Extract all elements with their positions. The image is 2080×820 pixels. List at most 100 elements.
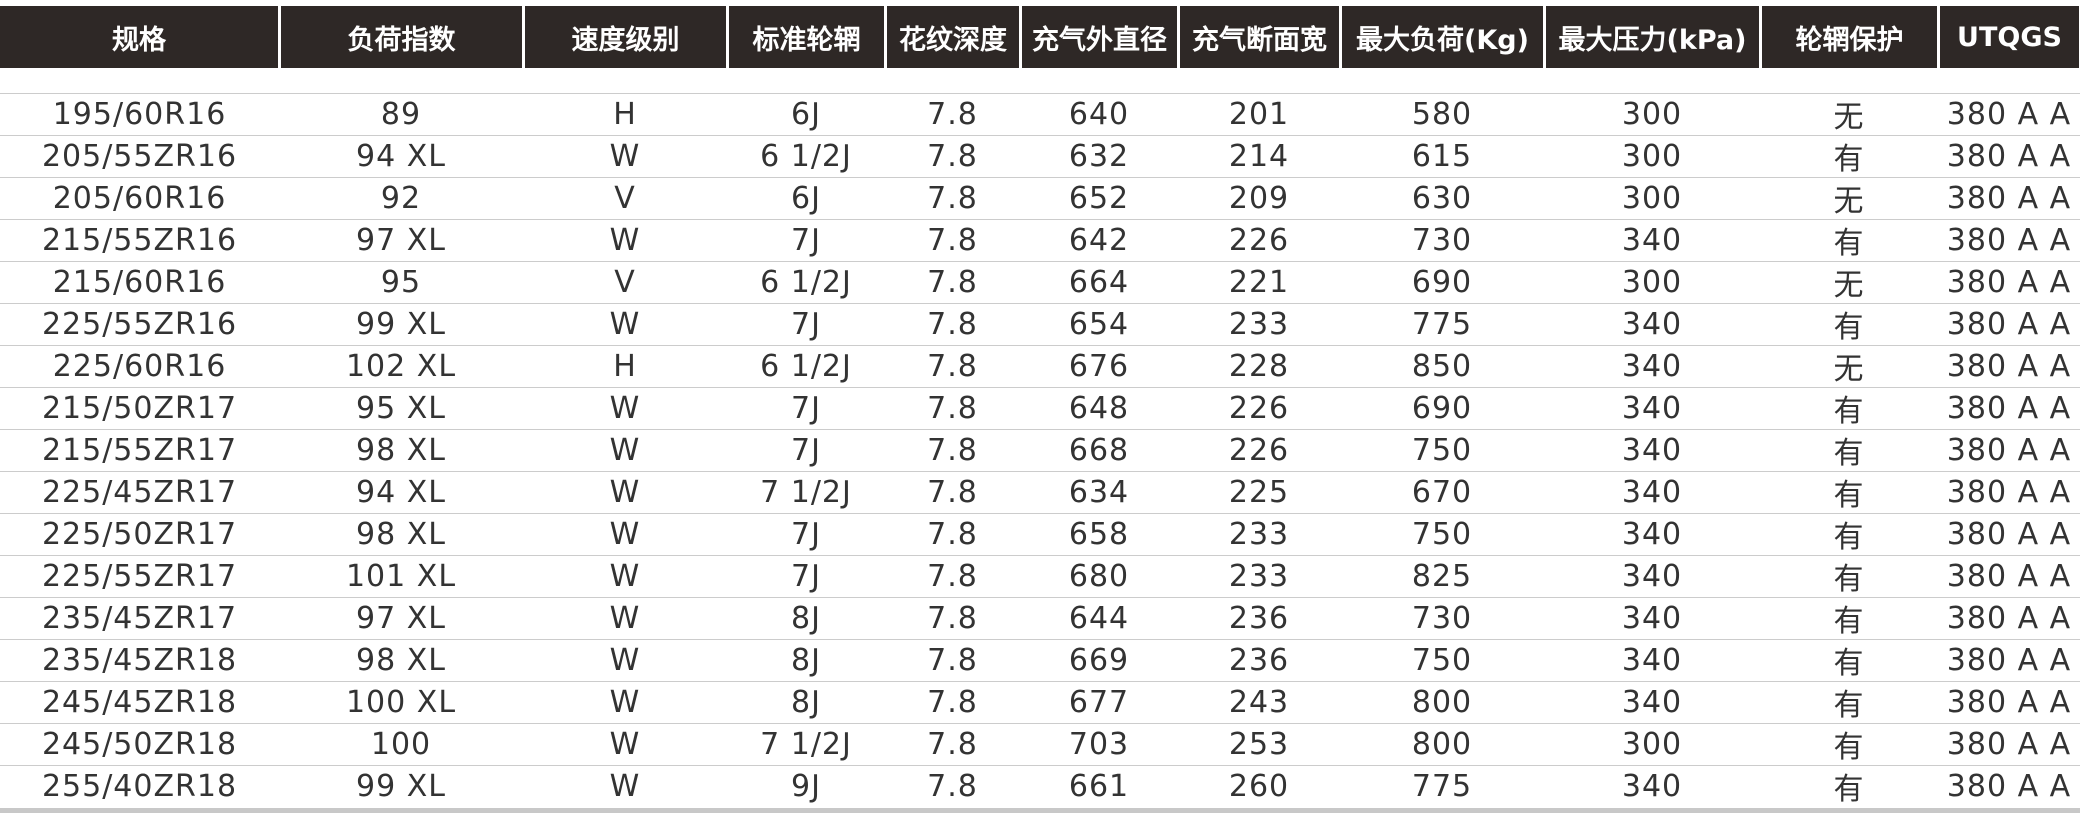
table-cell: 7J <box>791 306 821 342</box>
table-cell: 8J <box>791 684 821 720</box>
table-cell: 680 <box>1068 558 1130 594</box>
table-cell: W <box>609 432 641 468</box>
table-cell: 7.8 <box>927 264 978 300</box>
table-cell: 205/60R16 <box>52 180 227 216</box>
table-cell: 有 <box>1833 310 1865 345</box>
table-cell: 340 <box>1621 516 1683 552</box>
table-cell: 340 <box>1621 222 1683 258</box>
table-cell: 630 <box>1411 180 1473 216</box>
table-cell: 有 <box>1833 688 1865 723</box>
row-line <box>0 429 2080 430</box>
table-cell: 300 <box>1621 96 1683 132</box>
table-cell: 100 <box>370 726 432 762</box>
table-cell: W <box>609 516 641 552</box>
table-cell: 226 <box>1228 222 1290 258</box>
table-cell: 215/55ZR17 <box>41 432 238 468</box>
table-cell: 7.8 <box>927 180 978 216</box>
table-cell: 7.8 <box>927 348 978 384</box>
table-cell: 670 <box>1411 474 1473 510</box>
table-cell: 380 A A <box>1946 474 2072 510</box>
table-cell: 800 <box>1411 726 1473 762</box>
table-cell: 7.8 <box>927 306 978 342</box>
table-cell: 380 A A <box>1946 264 2072 300</box>
table-cell: 7J <box>791 432 821 468</box>
table-cell: 658 <box>1068 516 1130 552</box>
table-cell: 有 <box>1833 394 1865 429</box>
table-cell: 690 <box>1411 264 1473 300</box>
table-cell: 6J <box>791 96 821 132</box>
row-line <box>0 639 2080 640</box>
table-cell: 750 <box>1411 432 1473 468</box>
table-cell: 有 <box>1833 772 1865 807</box>
table-cell: 664 <box>1068 264 1130 300</box>
table-cell: 380 A A <box>1946 432 2072 468</box>
table-cell: 7.8 <box>927 558 978 594</box>
table-cell: 8J <box>791 642 821 678</box>
table-cell: 7 1/2J <box>760 474 852 510</box>
table-cell: 676 <box>1068 348 1130 384</box>
table-cell: 7J <box>791 558 821 594</box>
table-cell: 99 XL <box>356 768 446 804</box>
table-cell: W <box>609 138 641 174</box>
table-cell: 205/55ZR16 <box>41 138 238 174</box>
table-cell: 8J <box>791 600 821 636</box>
header-cell: 充气外直径 <box>1022 6 1177 68</box>
table-cell: 7.8 <box>927 222 978 258</box>
table-cell: 245/50ZR18 <box>41 726 238 762</box>
table-cell: 7J <box>791 390 821 426</box>
table-cell: 255/40ZR18 <box>41 768 238 804</box>
table-cell: 7.8 <box>927 642 978 678</box>
table-cell: 215/50ZR17 <box>41 390 238 426</box>
table-cell: W <box>609 390 641 426</box>
row-line <box>0 723 2080 724</box>
table-cell: 195/60R16 <box>52 96 227 132</box>
row-line <box>0 135 2080 136</box>
table-cell: W <box>609 474 641 510</box>
row-line <box>0 345 2080 346</box>
table-cell: 634 <box>1068 474 1130 510</box>
table-cell: W <box>609 768 641 804</box>
table-cell: 7.8 <box>927 474 978 510</box>
table-cell: 225/45ZR17 <box>41 474 238 510</box>
table-cell: 380 A A <box>1946 726 2072 762</box>
table-cell: 有 <box>1833 730 1865 765</box>
table-cell: 340 <box>1621 432 1683 468</box>
table-cell: 233 <box>1228 306 1290 342</box>
table-cell: 775 <box>1411 768 1473 804</box>
row-line <box>0 261 2080 262</box>
table-cell: 无 <box>1833 100 1865 135</box>
table-cell: 340 <box>1621 684 1683 720</box>
table-bottom-border <box>0 808 2080 813</box>
table-cell: 226 <box>1228 390 1290 426</box>
table-cell: 300 <box>1621 180 1683 216</box>
table-cell: 215/55ZR16 <box>41 222 238 258</box>
table-cell: 236 <box>1228 642 1290 678</box>
table-cell: 703 <box>1068 726 1130 762</box>
table-cell: 7.8 <box>927 390 978 426</box>
table-cell: 300 <box>1621 264 1683 300</box>
table-cell: 340 <box>1621 642 1683 678</box>
table-cell: 225/60R16 <box>52 348 227 384</box>
table-cell: 750 <box>1411 642 1473 678</box>
header-cell: 轮辋保护 <box>1762 6 1937 68</box>
table-cell: 632 <box>1068 138 1130 174</box>
row-line <box>0 93 2080 94</box>
table-cell: 340 <box>1621 390 1683 426</box>
table-cell: 260 <box>1228 768 1290 804</box>
table-cell: 825 <box>1411 558 1473 594</box>
row-line <box>0 597 2080 598</box>
table-cell: W <box>609 306 641 342</box>
table-cell: 380 A A <box>1946 600 2072 636</box>
table-cell: 6J <box>791 180 821 216</box>
row-line <box>0 387 2080 388</box>
table-cell: 有 <box>1833 520 1865 555</box>
table-cell: 654 <box>1068 306 1130 342</box>
table-cell: 800 <box>1411 684 1473 720</box>
table-cell: 7.8 <box>927 684 978 720</box>
table-cell: 233 <box>1228 558 1290 594</box>
table-cell: 98 XL <box>356 642 446 678</box>
table-cell: 102 XL <box>345 348 457 384</box>
table-cell: 有 <box>1833 478 1865 513</box>
table-cell: 235/45ZR18 <box>41 642 238 678</box>
table-cell: 340 <box>1621 600 1683 636</box>
